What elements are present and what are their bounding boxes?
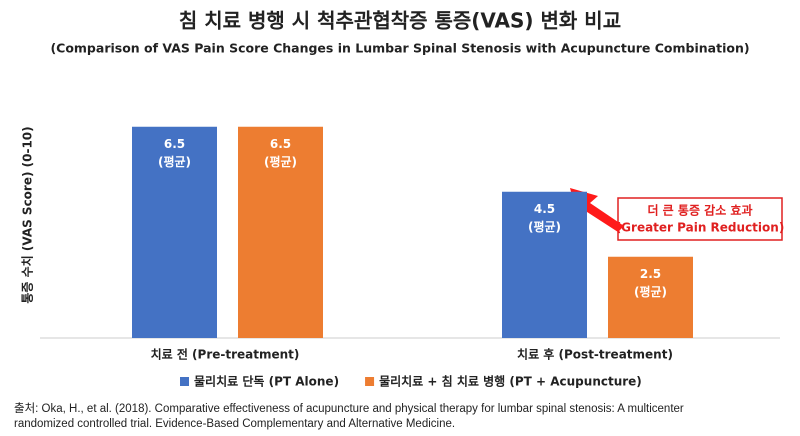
- chart-title: 침 치료 병행 시 척추관협착증 통증(VAS) 변화 비교: [179, 9, 621, 33]
- chart-subtitle: (Comparison of VAS Pain Score Changes in…: [50, 41, 749, 56]
- bar: [502, 191, 587, 338]
- value-label: 2.5 (평균): [633, 266, 668, 299]
- value-label: 6.5 (평균): [157, 136, 192, 169]
- legend-swatch: [365, 377, 375, 386]
- source: 출처: Oka, H., et al. (2018). Comparative …: [14, 403, 684, 430]
- annotation: (Greater Pain Reduction): [616, 221, 785, 235]
- annotation-box: [617, 197, 783, 241]
- y-axis-label: 통증 수치 (VAS Score) (0-10): [20, 126, 35, 303]
- bar: [238, 126, 323, 338]
- value-label: 4.5 (평균): [527, 201, 562, 234]
- x-tick-label: 치료 후 (Post-treatment): [517, 347, 673, 362]
- bar: [132, 126, 217, 338]
- value-label: 6.5 (평균): [263, 136, 298, 169]
- legend-swatch: [180, 377, 189, 386]
- bar: [608, 256, 693, 338]
- x-tick-label: 치료 전 (Pre-treatment): [151, 347, 300, 362]
- annotation: 더 큰 통증 감소 효과: [647, 203, 752, 218]
- legend-label: 물리치료 단독 (PT Alone): [194, 374, 339, 389]
- legend-label: 물리치료 + 침 치료 병행 (PT + Acupuncture): [379, 374, 642, 389]
